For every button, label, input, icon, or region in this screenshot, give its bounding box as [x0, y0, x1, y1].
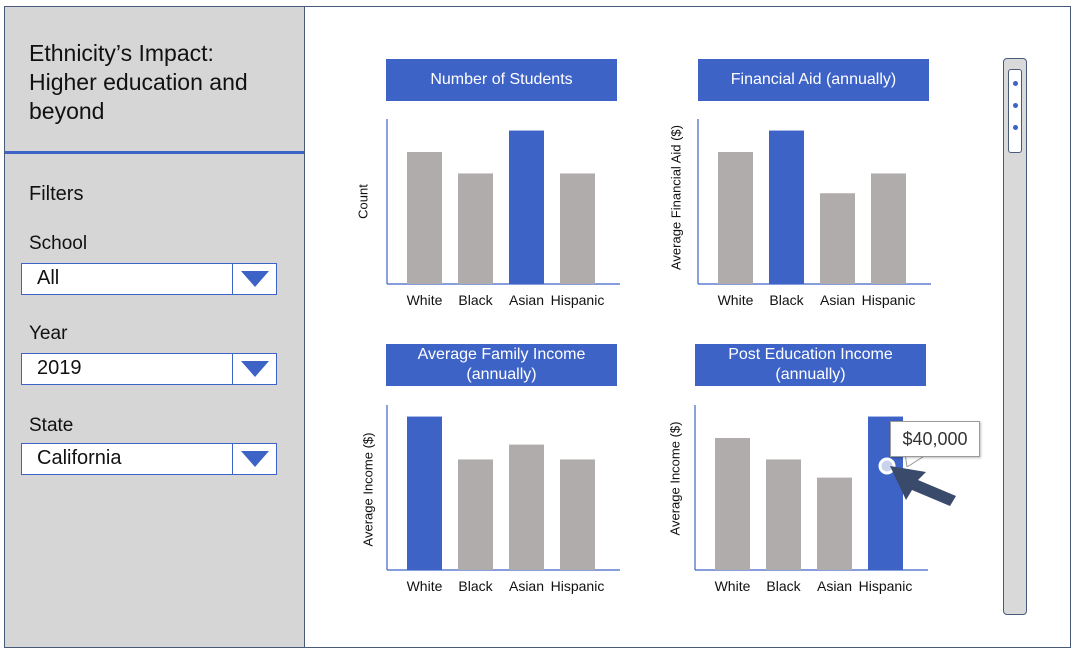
hover-point-marker [878, 457, 896, 475]
x-tick-label: Hispanic [859, 578, 913, 594]
chart-ylabel-number-of-students: Count [355, 184, 371, 219]
x-tick-label: Asian [509, 292, 544, 308]
chart-ylabel-financial-aid: Average Financial Aid ($) [668, 125, 684, 271]
bar-chart-post-education-income: White Black Asian Hispanic [694, 405, 928, 594]
x-tick-label: White [407, 292, 443, 308]
state-dropdown-value: California [37, 447, 122, 469]
app-window: Ethnicity’s Impact: Higher education and… [4, 6, 1071, 648]
vertical-scrollbar[interactable] [1003, 58, 1027, 615]
chart-title-financial-aid: Financial Aid (annually) [698, 59, 929, 101]
bar-white[interactable] [407, 416, 442, 570]
state-dropdown[interactable]: California [21, 443, 277, 475]
bar-asian[interactable] [509, 130, 544, 284]
chart-ylabel-post-education-income: Average Income ($) [667, 421, 683, 536]
grip-dot-icon [1013, 125, 1018, 130]
x-tick-label: Black [766, 578, 801, 594]
x-tick-label: Black [458, 578, 493, 594]
year-dropdown-value: 2019 [37, 357, 82, 379]
bar-chart-average-family-income: White Black Asian Hispanic [386, 405, 620, 594]
bar-chart-number-of-students: White Black Asian Hispanic [386, 119, 620, 308]
bar-chart-financial-aid: White Black Asian Hispanic [697, 119, 931, 308]
school-dropdown[interactable]: All [21, 263, 277, 295]
x-tick-label: Black [769, 292, 804, 308]
x-tick-label: Black [458, 292, 493, 308]
bar-black[interactable] [766, 459, 801, 570]
x-tick-label: Hispanic [551, 292, 605, 308]
bar-white[interactable] [715, 438, 750, 570]
arrow-cursor-icon [890, 466, 956, 506]
x-tick-label: White [407, 578, 443, 594]
chart-ylabel-average-family-income: Average Income ($) [360, 432, 376, 547]
bar-asian[interactable] [817, 477, 852, 570]
scrollbar-thumb[interactable] [1008, 69, 1022, 153]
x-tick-label: Asian [509, 578, 544, 594]
bar-white[interactable] [718, 152, 753, 284]
year-dropdown[interactable]: 2019 [21, 353, 277, 385]
x-tick-label: White [718, 292, 754, 308]
school-dropdown-value: All [37, 267, 60, 289]
title-divider [5, 151, 304, 154]
filters-heading: Filters [29, 183, 84, 205]
triangle-down-icon[interactable] [232, 444, 276, 474]
x-tick-label: Hispanic [551, 578, 605, 594]
bar-asian[interactable] [509, 444, 544, 570]
year-filter-label: Year [29, 323, 68, 344]
filter-sidebar: Ethnicity’s Impact: Higher education and… [5, 7, 305, 647]
triangle-down-icon[interactable] [232, 354, 276, 384]
page-title: Ethnicity’s Impact: Higher education and… [29, 40, 248, 124]
chart-title-post-education-income: Post Education Income (annually) [695, 344, 926, 386]
bar-hispanic[interactable] [871, 173, 906, 284]
chart-title-number-of-students: Number of Students [386, 59, 617, 101]
x-tick-label: Asian [817, 578, 852, 594]
bar-black[interactable] [458, 459, 493, 570]
bar-black[interactable] [769, 130, 804, 284]
grip-dot-icon [1013, 103, 1018, 108]
chart-title-average-family-income: Average Family Income (annually) [386, 344, 617, 386]
bar-white[interactable] [407, 152, 442, 284]
school-filter-label: School [29, 233, 88, 254]
state-filter-label: State [29, 415, 74, 436]
value-tooltip: $40,000 [890, 421, 980, 457]
bar-black[interactable] [458, 173, 493, 284]
x-tick-label: Hispanic [862, 292, 916, 308]
x-tick-label: White [715, 578, 751, 594]
triangle-down-icon[interactable] [232, 264, 276, 294]
bar-hispanic[interactable] [560, 173, 595, 284]
grip-dot-icon [1013, 81, 1018, 86]
bar-asian[interactable] [820, 193, 855, 284]
bar-hispanic[interactable] [560, 459, 595, 570]
x-tick-label: Asian [820, 292, 855, 308]
